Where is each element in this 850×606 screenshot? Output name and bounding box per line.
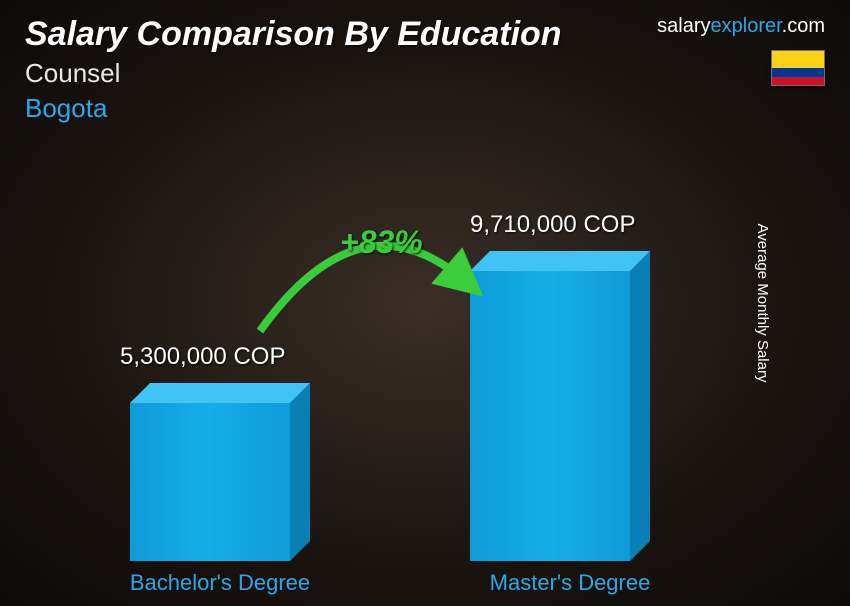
brand-logo: salaryexplorer.com [657,15,825,38]
flag-stripe-yellow [772,51,824,68]
bar-top [470,251,650,271]
x-axis-label: Master's Degree [470,570,670,596]
bar-top [130,383,310,403]
percent-increase-badge: +83% [340,224,423,261]
bar-value-label: 9,710,000 COP [470,211,635,239]
brand-suffix: .com [782,15,825,37]
flag-stripe-blue [772,68,824,77]
flag-stripe-red [772,77,824,86]
country-flag [771,50,825,86]
bar-masters: 9,710,000 COP Master's Degree [470,271,670,561]
chart-area: 5,300,000 COP Bachelor's Degree 9,710,00… [70,170,760,561]
brand-mid: explorer [711,15,782,37]
location: Bogota [25,93,825,124]
x-axis-label: Bachelor's Degree [120,570,320,596]
bar-side [290,383,310,561]
bar-side [630,251,650,561]
bar-front [470,271,630,561]
bar-bachelors: 5,300,000 COP Bachelor's Degree [130,403,330,561]
subtitle: Counsel [25,58,825,89]
bar-value-label: 5,300,000 COP [120,343,285,371]
brand-prefix: salary [657,15,710,37]
bar-front [130,403,290,561]
